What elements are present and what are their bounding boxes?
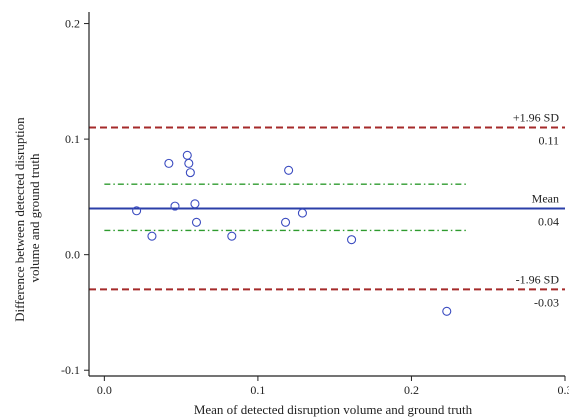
data-point: [442, 306, 452, 316]
ref-line-name: +1.96 SD: [513, 111, 559, 125]
x-tick-label: 0.2: [404, 383, 419, 397]
ref-line-value: 0.04: [538, 214, 559, 228]
y-tick-label: 0.0: [65, 248, 80, 262]
data-points: [132, 150, 452, 316]
data-point: [191, 217, 202, 227]
data-point: [132, 206, 142, 216]
x-tick-label: 0.0: [97, 383, 112, 397]
x-tick-label: 0.1: [250, 383, 265, 397]
data-point: [190, 199, 200, 209]
y-tick-label: -0.1: [61, 363, 80, 377]
data-point: [170, 201, 180, 211]
y-axis-ticks: 0.2 0.1 0.0 -0.1: [61, 17, 89, 377]
axes: [88, 12, 565, 377]
y-axis-title: Difference between detected disruption v…: [12, 114, 42, 322]
x-axis-ticks: 0.0 0.1 0.2 0.3: [97, 376, 569, 397]
ref-line-value: 0.11: [538, 134, 559, 148]
reference-line-labels: +1.96 SD 0.11 Mean 0.04 -1.96 SD -0.03: [513, 111, 559, 310]
y-axis-title-line-2: volume and ground truth: [27, 153, 42, 282]
data-point: [147, 231, 157, 241]
data-point: [280, 217, 291, 227]
ref-line-name: Mean: [532, 191, 559, 205]
x-axis-title: Mean of detected disruption volume and g…: [194, 402, 473, 417]
data-point: [227, 231, 237, 241]
ref-line-value: -0.03: [534, 295, 559, 309]
y-tick-label: 0.2: [65, 17, 80, 31]
data-point: [164, 158, 174, 168]
data-point: [182, 150, 192, 160]
data-point: [284, 165, 294, 175]
y-axis-title-line-1: Difference between detected disruption: [12, 117, 27, 322]
data-point: [185, 168, 195, 178]
data-point: [297, 208, 307, 218]
y-tick-label: 0.1: [65, 132, 80, 146]
reference-lines: [89, 126, 565, 291]
ref-line-name: -1.96 SD: [516, 272, 560, 286]
data-point: [347, 235, 357, 245]
data-point: [184, 158, 194, 168]
x-tick-label: 0.3: [558, 383, 569, 397]
